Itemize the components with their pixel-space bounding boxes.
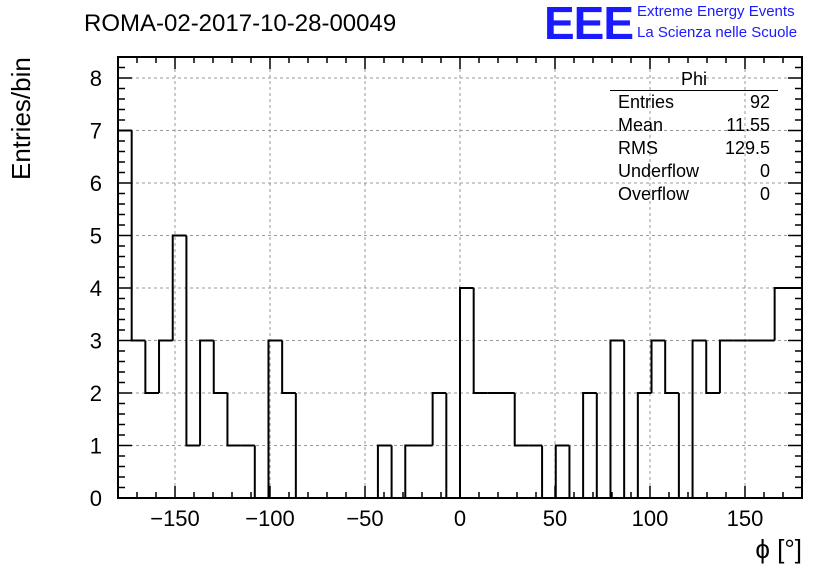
histogram-bin [691, 339, 707, 498]
x-tick-label: 100 [632, 506, 669, 531]
y-axis-label: Entries/bin [6, 57, 36, 180]
histogram-bin [609, 339, 625, 498]
y-tick-label: 7 [90, 119, 102, 144]
histogram-bin [773, 287, 789, 341]
histogram-bin [294, 393, 310, 499]
histogram-bin [226, 393, 242, 447]
histogram-bin [459, 287, 474, 498]
histogram-bin [541, 445, 556, 499]
histogram-bin [267, 339, 283, 498]
histogram-bin [650, 339, 666, 393]
histogram-bin [623, 340, 638, 499]
stats-value: 0 [759, 161, 770, 181]
stats-label: Underflow [618, 161, 700, 181]
histogram-bin [568, 445, 584, 499]
histogram-bin [705, 340, 720, 394]
stats-label: Entries [618, 92, 675, 112]
eee-logo: EEE [544, 0, 634, 49]
histogram-bin [144, 340, 160, 394]
histogram-bin [664, 340, 679, 394]
y-tick-label: 8 [90, 66, 102, 91]
stats-label: RMS [618, 138, 658, 158]
x-tick-label: 150 [727, 506, 764, 531]
histogram-bin [582, 392, 597, 498]
histogram-bin [472, 288, 488, 394]
y-tick-label: 6 [90, 171, 102, 196]
page-title: ROMA-02-2017-10-28-00049 [84, 10, 397, 37]
stats-row: RMS 129.5 [610, 137, 778, 160]
axis-ticks: −150 −100 −50 0 50 100 150 0 1 2 3 4 5 6 7 8 [90, 56, 802, 531]
x-tick-label: −50 [346, 506, 383, 531]
histogram-bin [158, 339, 173, 393]
y-tick-label: 2 [90, 381, 102, 406]
logo-line-1: Extreme Energy Events [637, 3, 795, 20]
stats-value: 92 [749, 92, 770, 112]
stats-row: Mean 11.55 [610, 114, 778, 137]
stats-box: Phi Entries 92 Mean 11.55 RMS 129.5 Underfl… [610, 68, 778, 206]
stats-title: Phi [610, 68, 778, 91]
y-tick-label: 0 [90, 486, 102, 511]
y-tick-label: 5 [90, 224, 102, 249]
histogram-bin [376, 444, 392, 498]
x-tick-label: −150 [150, 506, 200, 531]
histogram-bin [404, 444, 419, 498]
histogram-bin [253, 445, 269, 499]
histogram-bin [431, 392, 447, 446]
histogram-bin [636, 392, 652, 498]
x-tick-label: 0 [454, 506, 466, 531]
stats-row: Underflow 0 [610, 160, 778, 183]
y-tick-label: 3 [90, 329, 102, 354]
stats-value: 129.5 [724, 138, 770, 158]
histogram-bin [185, 235, 201, 447]
x-axis-label: ϕ [°] [755, 534, 802, 564]
stats-value: 0 [759, 184, 770, 204]
histogram-bin [117, 129, 132, 498]
logo-line-2: La Scienza nelle Scuole [637, 24, 798, 41]
histogram-bin [212, 340, 228, 394]
stats-label: Overflow [618, 184, 690, 204]
histogram-bin [718, 339, 734, 393]
stats-row: Entries 92 [610, 91, 778, 114]
histogram-bin [199, 339, 214, 446]
stats-label: Mean [618, 115, 664, 135]
histogram-bin [171, 234, 187, 341]
x-tick-label: −100 [245, 506, 295, 531]
histogram-bin [554, 444, 570, 498]
x-tick-label: 50 [543, 506, 567, 531]
stats-row: Overflow 0 [610, 183, 778, 206]
y-tick-label: 1 [90, 434, 102, 459]
histogram-bin [513, 393, 529, 447]
stats-value: 11.55 [726, 115, 770, 135]
y-tick-label: 4 [90, 276, 102, 301]
histogram-bin [281, 340, 296, 394]
histogram-bin [390, 445, 406, 499]
